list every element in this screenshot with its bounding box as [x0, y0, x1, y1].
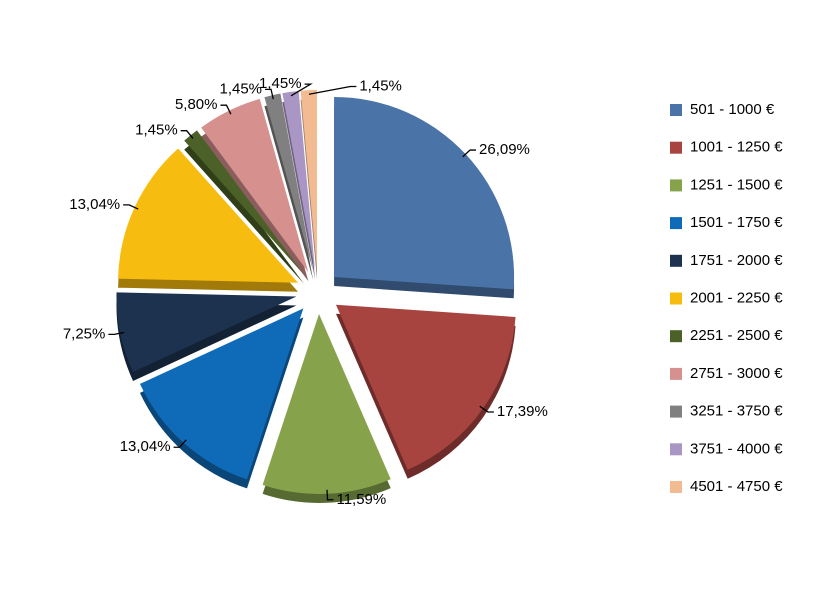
data-label: 1,45%: [135, 122, 178, 139]
data-label: 13,04%: [69, 196, 120, 213]
legend-label: 2751 - 3000 €: [690, 365, 783, 382]
legend-label: 2251 - 2500 €: [690, 327, 783, 344]
leader-line: [326, 489, 334, 501]
legend-swatch: [670, 217, 682, 230]
legend-swatch: [670, 292, 682, 305]
legend-swatch: [670, 443, 682, 456]
data-label: 26,09%: [479, 141, 530, 158]
leader-line: [290, 83, 313, 97]
data-label: 5,80%: [175, 96, 218, 113]
leader-line: [123, 204, 139, 210]
leader-line: [308, 85, 357, 95]
slice: [184, 130, 305, 275]
legend-swatch: [670, 141, 682, 154]
slice: [300, 90, 317, 271]
legend-label: 4501 - 4750 €: [690, 478, 783, 495]
data-label: 7,25%: [63, 325, 106, 342]
data-label: 11,59%: [336, 491, 386, 508]
leader-line: [265, 88, 274, 100]
slice: [139, 308, 304, 480]
slice: [334, 96, 515, 290]
data-label: 13,04%: [120, 438, 171, 455]
slice: [335, 304, 516, 470]
legend-swatch: [670, 481, 682, 493]
slice-side: [264, 102, 314, 280]
legend-swatch: [670, 179, 682, 192]
legend-label: 2001 - 2250 €: [690, 289, 783, 306]
data-label: 17,39%: [497, 403, 548, 420]
slice-side: [184, 139, 305, 284]
legend-label: 3751 - 4000 €: [690, 440, 783, 457]
leader-line: [220, 104, 232, 115]
leader-line: [462, 149, 477, 158]
slice: [282, 90, 316, 271]
legend-swatch: [670, 330, 682, 343]
legend-label: 1251 - 1500 €: [690, 176, 783, 193]
legend-label: 3251 - 3750 €: [690, 403, 783, 420]
leader-line: [108, 331, 125, 336]
slice: [116, 292, 297, 372]
slice: [264, 93, 314, 271]
legend-label: 501 - 1000 €: [690, 101, 775, 118]
leader-line: [173, 439, 187, 448]
leader-line: [479, 405, 494, 413]
legend-swatch: [670, 405, 682, 418]
data-label: 1,45%: [219, 80, 262, 97]
slice-side: [282, 99, 316, 280]
slice: [262, 313, 391, 494]
legend-label: 1751 - 2000 €: [690, 252, 783, 269]
data-label: 1,45%: [259, 75, 302, 92]
legend-swatch: [670, 254, 682, 267]
leader-line: [180, 130, 194, 139]
legend-swatch: [670, 367, 682, 380]
legend-label: 1001 - 1250 €: [690, 139, 783, 156]
slice: [201, 98, 309, 273]
legend-swatch: [670, 104, 682, 116]
legend-label: 1501 - 1750 €: [690, 214, 783, 231]
slice: [118, 148, 299, 283]
data-label: 1,45%: [359, 78, 402, 95]
